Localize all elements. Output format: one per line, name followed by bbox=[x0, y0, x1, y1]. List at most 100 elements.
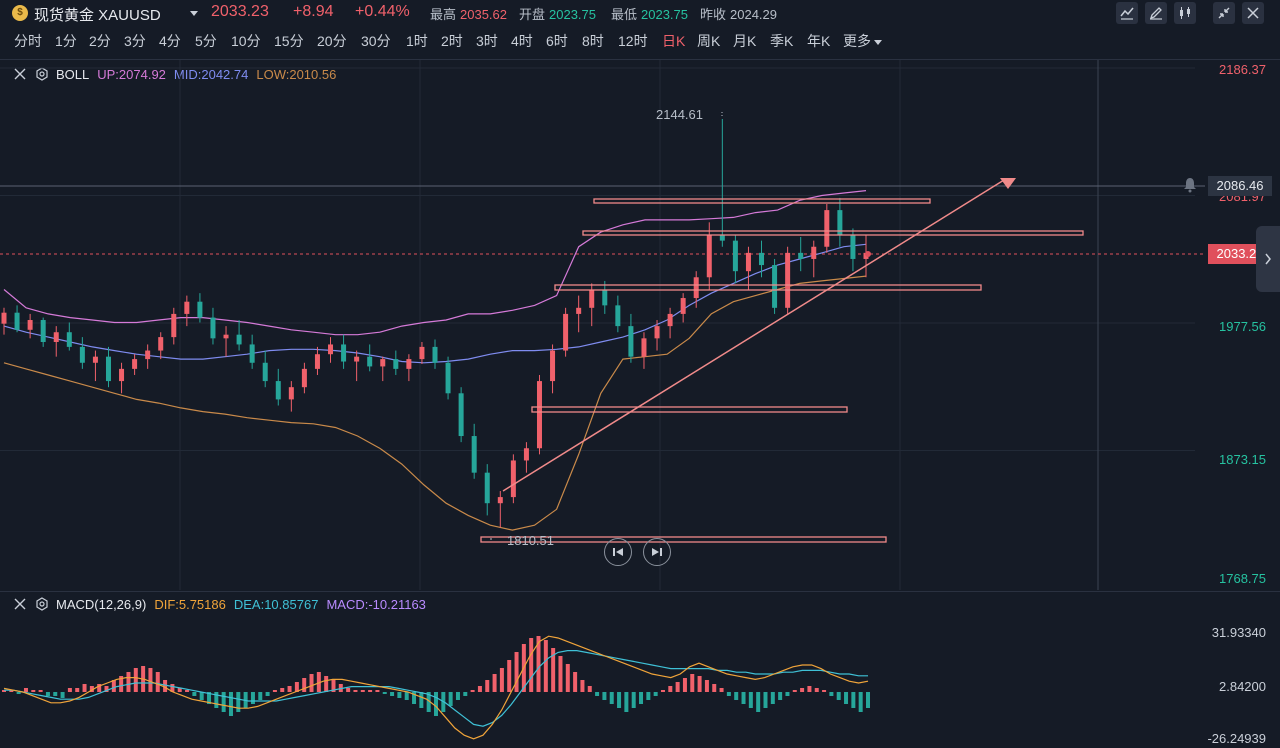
skip-back-icon bbox=[613, 548, 623, 556]
candle-body bbox=[471, 436, 477, 473]
interval-tab[interactable]: 5分 bbox=[195, 33, 217, 49]
interval-tab[interactable]: 1分 bbox=[55, 33, 77, 49]
stat-label: 开盘 bbox=[519, 7, 546, 22]
toolbar-divider bbox=[0, 59, 1280, 60]
candle-body bbox=[66, 332, 72, 347]
interval-tab[interactable]: 15分 bbox=[274, 33, 304, 49]
candle-body bbox=[536, 381, 542, 449]
interval-tab[interactable]: 分时 bbox=[14, 33, 42, 49]
macd-bar bbox=[294, 682, 299, 692]
macd-bar bbox=[770, 692, 775, 704]
interval-tab[interactable]: 年K bbox=[807, 33, 831, 49]
macd-bar bbox=[104, 686, 109, 692]
macd-bar bbox=[734, 692, 739, 700]
macd-bar bbox=[119, 676, 124, 692]
candle-body bbox=[197, 301, 203, 318]
macd-bar bbox=[23, 688, 28, 692]
candle-body bbox=[445, 362, 451, 394]
macd-bar bbox=[82, 684, 87, 692]
candlestick-icon[interactable] bbox=[1174, 2, 1196, 24]
interval-tab[interactable]: 月K bbox=[733, 33, 757, 49]
candle-body bbox=[745, 252, 751, 272]
interval-tab[interactable]: 3时 bbox=[476, 33, 498, 49]
macd-bar bbox=[207, 692, 212, 704]
candle-body bbox=[576, 307, 582, 314]
macd-bar bbox=[236, 692, 241, 712]
candle-body bbox=[654, 326, 660, 339]
bell-icon[interactable] bbox=[1180, 175, 1200, 195]
shrink-icon[interactable] bbox=[1213, 2, 1235, 24]
close-icon[interactable] bbox=[12, 66, 28, 82]
interval-tab[interactable]: 4分 bbox=[159, 33, 181, 49]
high-annotation: 2144.61 bbox=[656, 107, 703, 122]
interval-tab[interactable]: 2时 bbox=[441, 33, 463, 49]
draw-pen-icon[interactable] bbox=[1145, 2, 1167, 24]
close-icon[interactable] bbox=[12, 596, 28, 612]
coin-icon: $ bbox=[12, 5, 28, 21]
line-chart-icon[interactable] bbox=[1116, 2, 1138, 24]
interval-tab[interactable]: 1时 bbox=[406, 33, 428, 49]
candlestick-chart[interactable] bbox=[0, 60, 1280, 590]
macd-bar bbox=[697, 676, 702, 692]
macd-bar bbox=[60, 692, 65, 698]
candle-body bbox=[14, 312, 20, 330]
candle-body bbox=[641, 338, 647, 357]
macd-bar bbox=[353, 690, 358, 692]
macd-bar bbox=[31, 690, 36, 692]
macd-bar bbox=[844, 692, 849, 704]
side-panel-toggle[interactable] bbox=[1256, 226, 1280, 292]
candle-body bbox=[523, 448, 529, 461]
interval-tab[interactable]: 季K bbox=[770, 33, 794, 49]
macd-chart[interactable] bbox=[0, 615, 1280, 748]
more-menu[interactable]: 更多 bbox=[843, 31, 882, 51]
scroll-back-button[interactable] bbox=[604, 538, 632, 566]
macd-bar bbox=[704, 680, 709, 692]
macd-value: MACD:-10.21163 bbox=[326, 596, 426, 612]
chevron-down-icon[interactable] bbox=[190, 11, 198, 16]
candle-body bbox=[706, 234, 712, 278]
macd-bar bbox=[9, 690, 14, 692]
dea-line bbox=[4, 649, 868, 727]
candle-body bbox=[275, 381, 281, 400]
interval-tab[interactable]: 周K bbox=[697, 33, 721, 49]
macd-bar bbox=[726, 692, 731, 696]
candle-body bbox=[328, 344, 334, 355]
macd-bar bbox=[653, 692, 658, 696]
macd-bar bbox=[639, 692, 644, 704]
macd-bar bbox=[477, 686, 482, 692]
candle-body bbox=[419, 346, 425, 360]
macd-pane[interactable]: 31.93340 2.84200 -26.24939 bbox=[0, 615, 1280, 748]
interval-tab[interactable]: 12时 bbox=[618, 33, 648, 49]
settings-icon[interactable] bbox=[34, 66, 50, 82]
candle-body bbox=[719, 234, 725, 241]
candle-body bbox=[132, 359, 138, 369]
interval-tab[interactable]: 8时 bbox=[582, 33, 604, 49]
macd-bar bbox=[719, 688, 724, 692]
macd-bar bbox=[741, 692, 746, 704]
symbol-name[interactable]: 现货黄金 XAUUSD bbox=[34, 7, 161, 24]
macd-bar bbox=[272, 690, 277, 692]
candle-body bbox=[79, 346, 85, 363]
interval-tab[interactable]: 10分 bbox=[231, 33, 261, 49]
interval-tab[interactable]: 30分 bbox=[361, 33, 391, 49]
macd-bar bbox=[53, 692, 58, 696]
macd-bar bbox=[419, 692, 424, 708]
interval-tab[interactable]: 2分 bbox=[89, 33, 111, 49]
settings-icon[interactable] bbox=[34, 596, 50, 612]
close-icon[interactable] bbox=[1242, 2, 1264, 24]
boll-up-value: UP:2074.92 bbox=[97, 66, 166, 82]
price-pane[interactable]: 2186.37 2081.97 1977.56 1873.15 1768.75 … bbox=[0, 60, 1280, 590]
macd-bar bbox=[97, 684, 102, 692]
scroll-forward-button[interactable] bbox=[643, 538, 671, 566]
interval-tab[interactable]: 20分 bbox=[317, 33, 347, 49]
interval-tab-active[interactable]: 日K bbox=[662, 33, 686, 49]
interval-tab[interactable]: 6时 bbox=[546, 33, 568, 49]
macd-bar bbox=[785, 692, 790, 696]
interval-tab[interactable]: 4时 bbox=[511, 33, 533, 49]
macd-bar bbox=[221, 692, 226, 712]
last-price: 2033.23 bbox=[211, 3, 269, 20]
macd-bar bbox=[536, 636, 541, 692]
candle-body bbox=[550, 350, 556, 382]
macd-bar bbox=[858, 692, 863, 712]
interval-tab[interactable]: 3分 bbox=[124, 33, 146, 49]
